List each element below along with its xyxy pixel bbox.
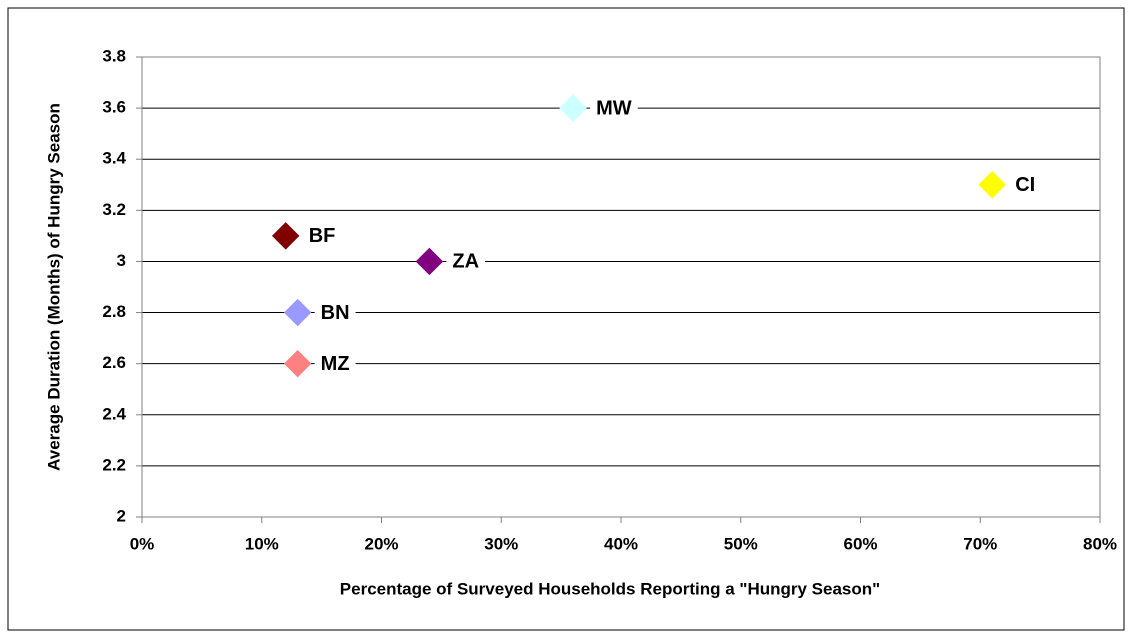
point-label-bg — [1009, 172, 1042, 199]
point-label-bg — [302, 223, 342, 250]
x-axis-label: Percentage of Surveyed Households Report… — [340, 579, 880, 598]
point-label: ZA — [452, 251, 479, 273]
point-label-bg — [314, 299, 356, 326]
y-tick-label: 3.2 — [102, 200, 126, 219]
y-tick-label: 3.6 — [102, 98, 126, 117]
point-label: CI — [1015, 174, 1035, 196]
y-tick-label: 2.8 — [102, 302, 126, 321]
x-tick-label: 80% — [1083, 534, 1117, 553]
point-label-bg — [446, 248, 486, 275]
point — [283, 349, 312, 378]
point — [283, 298, 312, 327]
point — [415, 247, 444, 276]
y-tick-label: 3.8 — [102, 46, 126, 65]
x-tick-label: 30% — [484, 534, 518, 553]
point-label: BN — [321, 302, 350, 324]
point — [271, 222, 300, 250]
point — [559, 94, 587, 122]
y-tick-label: 3.4 — [102, 149, 126, 168]
x-tick-label: 40% — [604, 534, 638, 553]
x-tick-label: 0% — [130, 534, 155, 553]
point — [978, 171, 1006, 199]
x-tick-label: 20% — [364, 534, 398, 553]
x-tick-label: 60% — [843, 534, 877, 553]
y-tick-label: 2.6 — [102, 353, 126, 372]
y-tick-label: 2.2 — [102, 455, 126, 474]
point-label-bg — [314, 350, 356, 377]
point-label-bg — [590, 95, 638, 122]
x-tick-label: 10% — [245, 534, 279, 553]
x-tick-label: 70% — [963, 534, 997, 553]
point-label: BF — [309, 225, 336, 247]
y-tick-label: 2 — [117, 506, 126, 525]
point-label: MW — [596, 97, 632, 119]
chart-frame — [7, 7, 1125, 631]
y-tick-label: 2.4 — [102, 404, 126, 423]
x-tick-label: 50% — [724, 534, 758, 553]
y-tick-label: 3 — [117, 251, 126, 270]
point-label: MZ — [321, 353, 350, 375]
y-axis-label: Average Duration (Months) of Hungry Seas… — [44, 103, 63, 471]
